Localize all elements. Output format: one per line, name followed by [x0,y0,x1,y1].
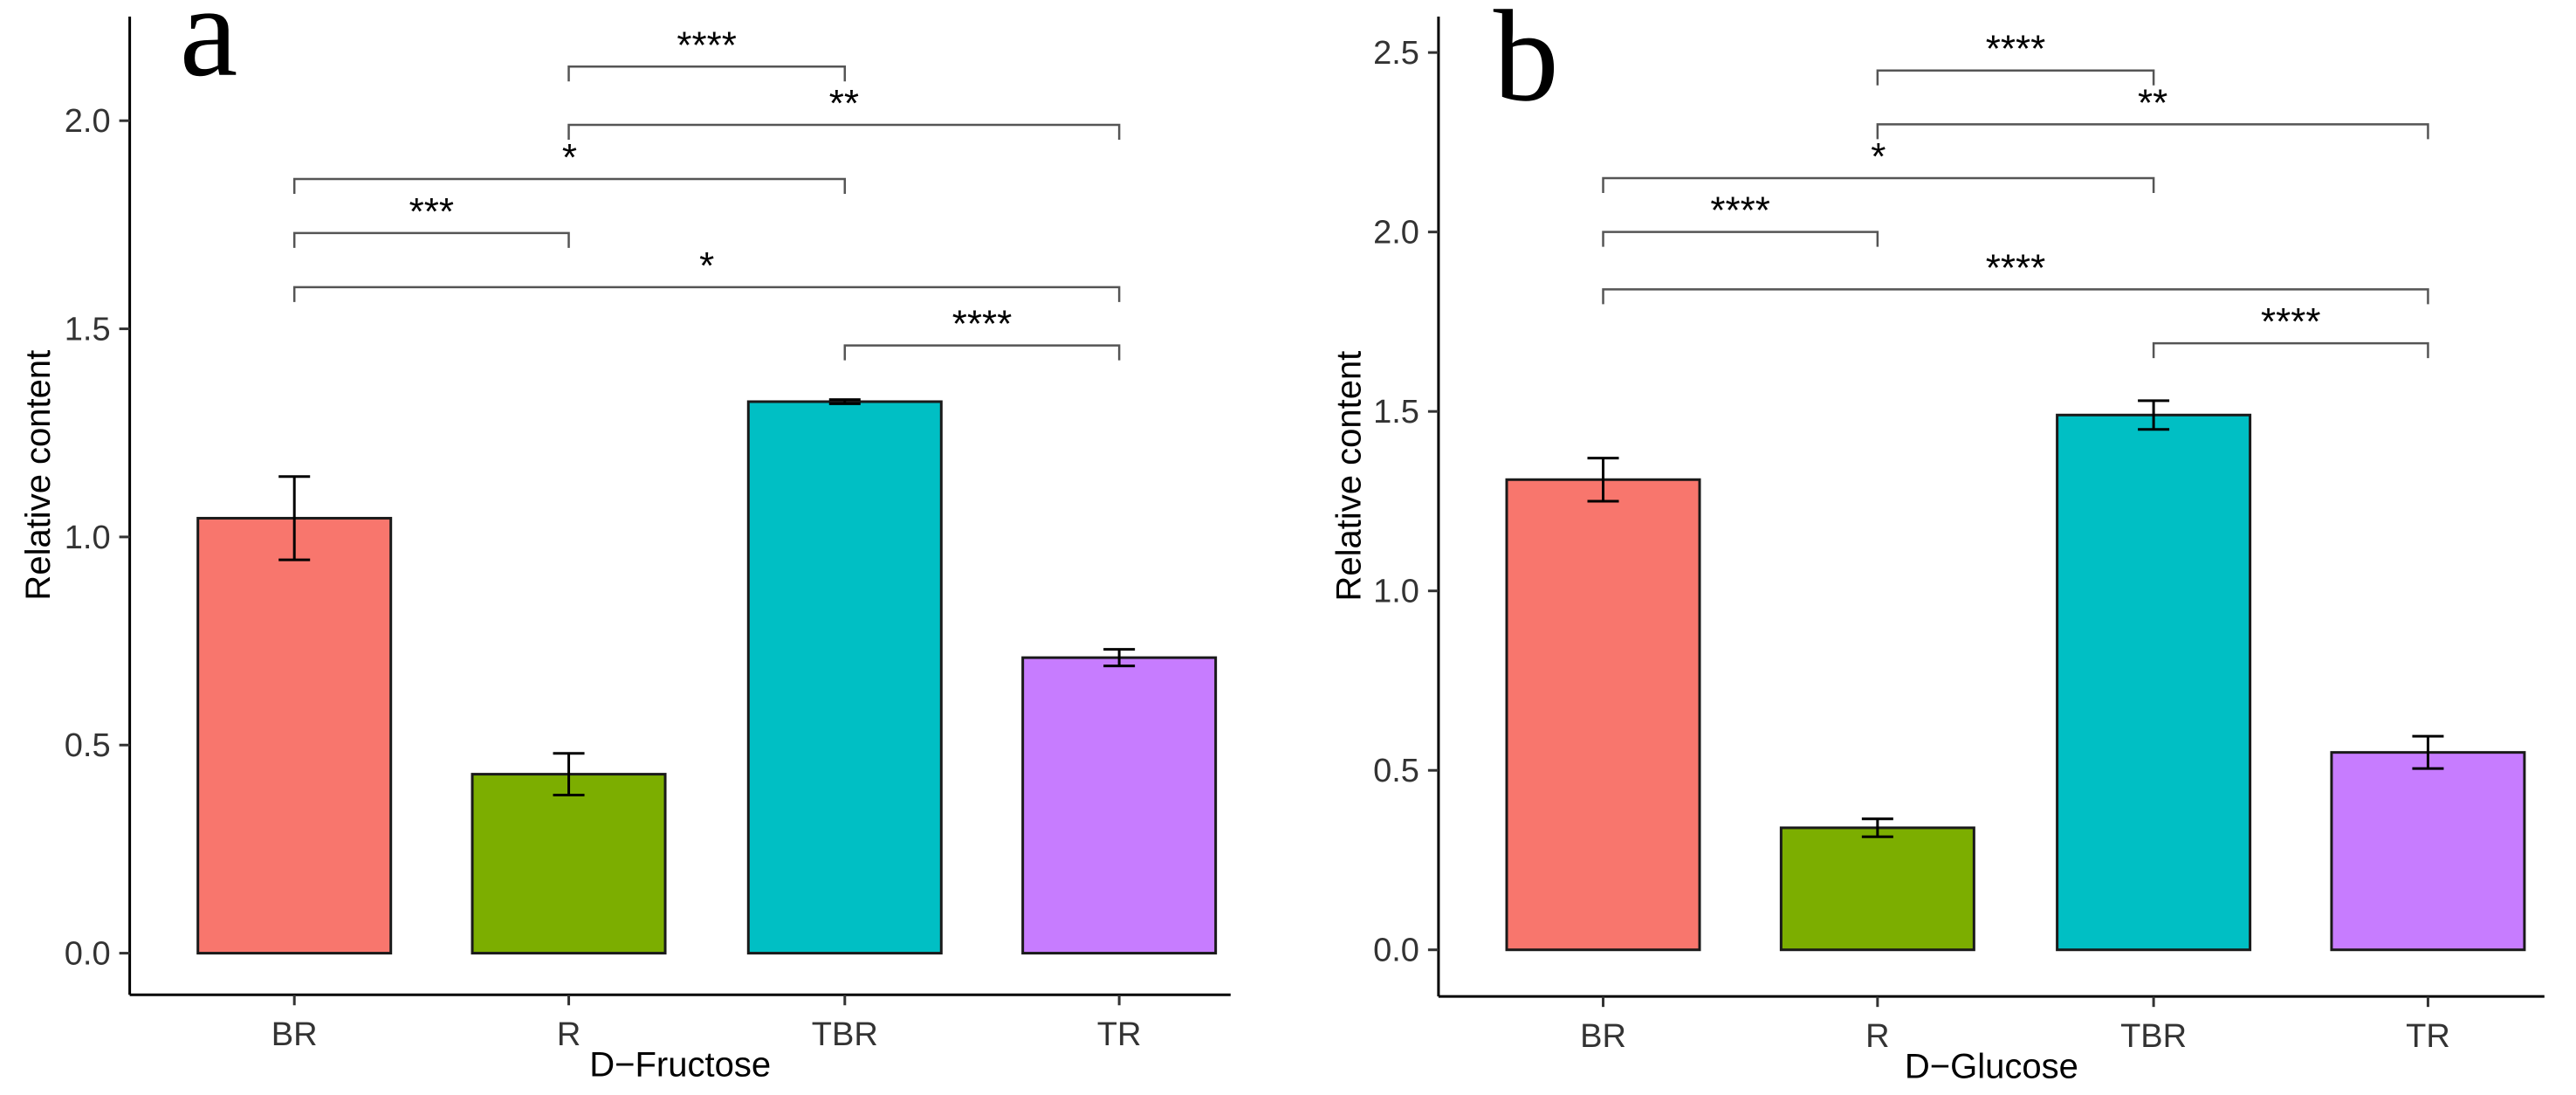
panel-a: ***************0.00.51.01.52.0BR R TBR TRD−… [19,0,1231,1085]
significance-line [567,65,847,82]
significance-line [292,231,570,248]
x-tick-label: TBR [812,1016,878,1053]
significance-label: **** [1986,246,2046,289]
y-tick-label: 2.0 [65,103,111,140]
significance-label: ** [2138,81,2167,124]
x-tick-label: TBR [2120,1018,2187,1055]
bar-tr [1021,656,1218,955]
significance-bracket [1602,176,2155,194]
significance-label: ** [829,82,859,125]
significance-line [292,286,1121,302]
significance-label: * [1871,135,1886,178]
significance-bracket [843,344,1121,361]
x-tick-label: TR [1097,1016,1142,1053]
significance-label: **** [677,24,737,66]
bar-tbr [746,400,943,955]
y-axis-title: Relative content [19,350,58,601]
significance-bracket [292,177,847,194]
significance-line [1876,123,2429,140]
significance-label: * [699,244,714,287]
bar-br [196,516,393,955]
significance-bracket [292,231,570,248]
x-axis-title: D−Fructose [589,1046,771,1085]
significance-bracket [2152,341,2429,359]
y-tick-label: 1.5 [65,312,111,348]
significance-line [1876,69,2155,86]
significance-label: * [562,136,577,179]
x-tick-label: BR [1580,1018,1626,1055]
significance-line [1602,231,1879,247]
significance-label: **** [1710,189,1770,232]
y-tick-label: 1.0 [1373,574,1419,610]
significance-line [292,177,847,194]
significance-line [1602,176,2155,194]
significance-label: **** [952,303,1013,346]
significance-line [2152,341,2429,359]
y-tick-label: 0.5 [65,727,111,764]
significance-line [567,123,1121,140]
x-axis-title: D−Glucose [1905,1048,2078,1086]
error-bar-r [553,752,585,796]
x-tick-label: R [1865,1018,1889,1055]
error-bar-tbr [2138,399,2170,431]
significance-label: **** [1986,28,2046,71]
y-tick-label: 1.0 [65,520,111,556]
bar-tbr [2056,413,2252,952]
error-bar-tr [1103,648,1136,668]
significance-bracket [1602,231,1879,247]
panel-b: *******************0.00.51.01.52.02.5BR R… [1329,0,2545,1086]
x-tick-label: R [557,1016,580,1053]
significance-bracket [567,123,1121,140]
error-bar-br [278,475,311,561]
error-bar-tr [2412,734,2444,770]
y-tick-label: 0.0 [1373,933,1419,969]
significance-line [843,344,1121,361]
y-tick-label: 2.0 [1373,215,1419,251]
error-bar-br [1587,457,1619,503]
significance-bracket [1876,69,2155,86]
significance-bracket [1602,288,2429,305]
significance-bracket [567,65,847,82]
y-tick-label: 2.5 [1373,35,1419,72]
bar-r [471,773,667,955]
bar-tr [2330,751,2526,952]
error-bar-tbr [828,398,861,405]
bar-r [1779,826,1975,952]
significance-line [1602,288,2429,305]
significance-label: **** [2261,300,2321,343]
y-tick-label: 0.5 [1373,753,1419,789]
panel-label: a [180,0,238,104]
significance-label: *** [409,190,454,233]
y-tick-label: 0.0 [65,936,111,973]
significance-bracket [1876,123,2429,140]
x-tick-label: TR [2406,1018,2450,1055]
bar-br [1505,478,1701,952]
y-axis-title: Relative content [1329,351,1368,602]
error-bar-r [1861,817,1893,838]
significance-bracket [292,286,1121,302]
x-tick-label: BR [271,1016,318,1053]
panel-label: b [1494,0,1559,128]
y-tick-label: 1.5 [1373,394,1419,430]
